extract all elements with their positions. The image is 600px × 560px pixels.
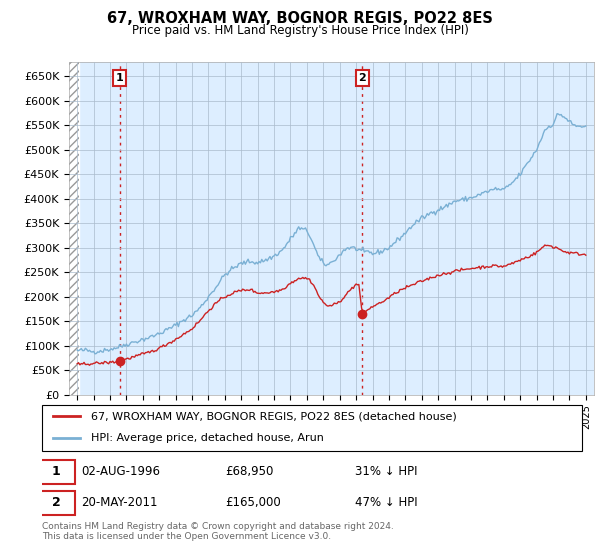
Bar xyxy=(69,62,79,395)
Text: 2: 2 xyxy=(358,73,366,83)
Text: £165,000: £165,000 xyxy=(226,497,281,510)
Text: 67, WROXHAM WAY, BOGNOR REGIS, PO22 8ES: 67, WROXHAM WAY, BOGNOR REGIS, PO22 8ES xyxy=(107,11,493,26)
Text: 47% ↓ HPI: 47% ↓ HPI xyxy=(355,497,418,510)
Text: Price paid vs. HM Land Registry's House Price Index (HPI): Price paid vs. HM Land Registry's House … xyxy=(131,24,469,37)
Text: HPI: Average price, detached house, Arun: HPI: Average price, detached house, Arun xyxy=(91,433,323,443)
Text: Contains HM Land Registry data © Crown copyright and database right 2024.
This d: Contains HM Land Registry data © Crown c… xyxy=(42,522,394,542)
Text: 31% ↓ HPI: 31% ↓ HPI xyxy=(355,465,418,478)
Text: £68,950: £68,950 xyxy=(226,465,274,478)
Text: 1: 1 xyxy=(116,73,124,83)
Text: 67, WROXHAM WAY, BOGNOR REGIS, PO22 8ES (detached house): 67, WROXHAM WAY, BOGNOR REGIS, PO22 8ES … xyxy=(91,412,457,421)
FancyBboxPatch shape xyxy=(37,491,76,515)
Text: 02-AUG-1996: 02-AUG-1996 xyxy=(81,465,160,478)
FancyBboxPatch shape xyxy=(37,460,76,483)
Bar xyxy=(69,62,79,395)
Text: 20-MAY-2011: 20-MAY-2011 xyxy=(81,497,157,510)
FancyBboxPatch shape xyxy=(42,405,582,451)
Text: 2: 2 xyxy=(52,497,61,510)
Text: 1: 1 xyxy=(52,465,61,478)
